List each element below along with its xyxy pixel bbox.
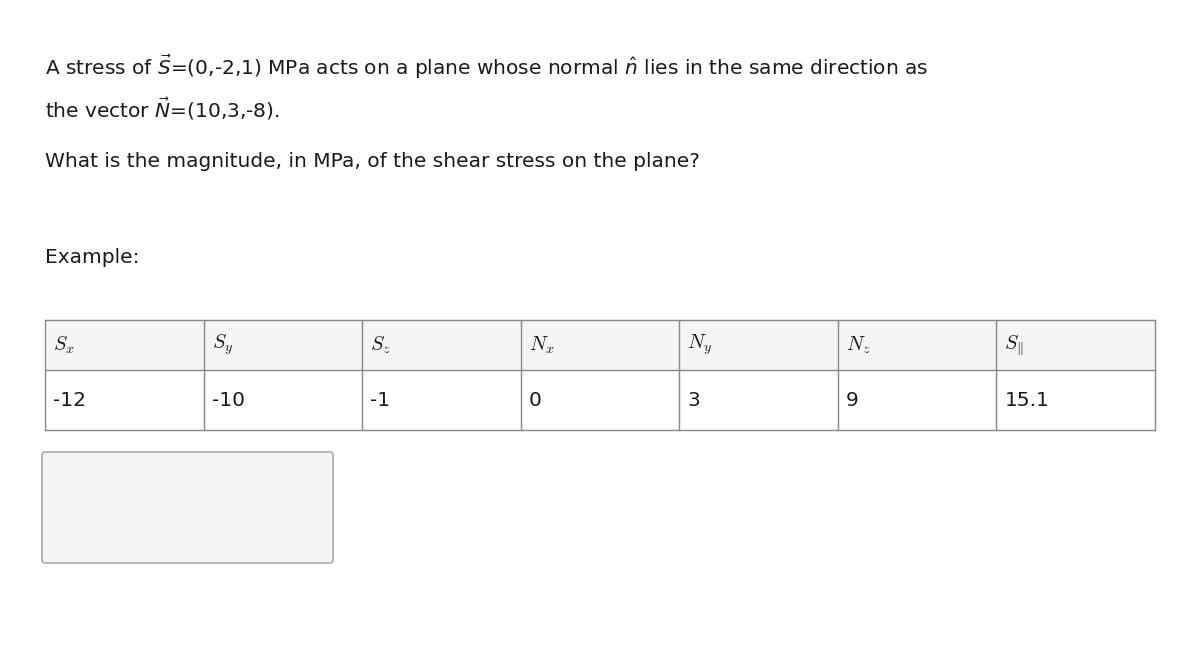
Text: $N_z$: $N_z$	[846, 335, 871, 356]
Text: Example:: Example:	[46, 248, 139, 267]
Text: $N_y$: $N_y$	[688, 333, 713, 358]
Text: What is the magnitude, in MPa, of the shear stress on the plane?: What is the magnitude, in MPa, of the sh…	[46, 152, 700, 171]
Text: $S_{\|}$: $S_{\|}$	[1004, 333, 1024, 357]
FancyBboxPatch shape	[42, 452, 334, 563]
Text: A stress of $\vec{S}$=(0,-2,1) MPa acts on a plane whose normal $\hat{n}$ lies i: A stress of $\vec{S}$=(0,-2,1) MPa acts …	[46, 52, 929, 81]
Text: 9: 9	[846, 390, 859, 409]
Text: -12: -12	[53, 390, 86, 409]
Text: -10: -10	[211, 390, 245, 409]
Bar	[46, 320, 1154, 370]
Text: $N_x$: $N_x$	[529, 335, 554, 356]
Text: the vector $\vec{N}$=(10,3,-8).: the vector $\vec{N}$=(10,3,-8).	[46, 95, 280, 121]
Text: $S_x$: $S_x$	[53, 335, 74, 356]
Text: $S_y$: $S_y$	[211, 333, 233, 358]
Text: 15.1: 15.1	[1004, 390, 1049, 409]
Text: $S_z$: $S_z$	[370, 335, 391, 356]
Text: 0: 0	[529, 390, 541, 409]
Text: -1: -1	[370, 390, 390, 409]
Text: 3: 3	[688, 390, 700, 409]
